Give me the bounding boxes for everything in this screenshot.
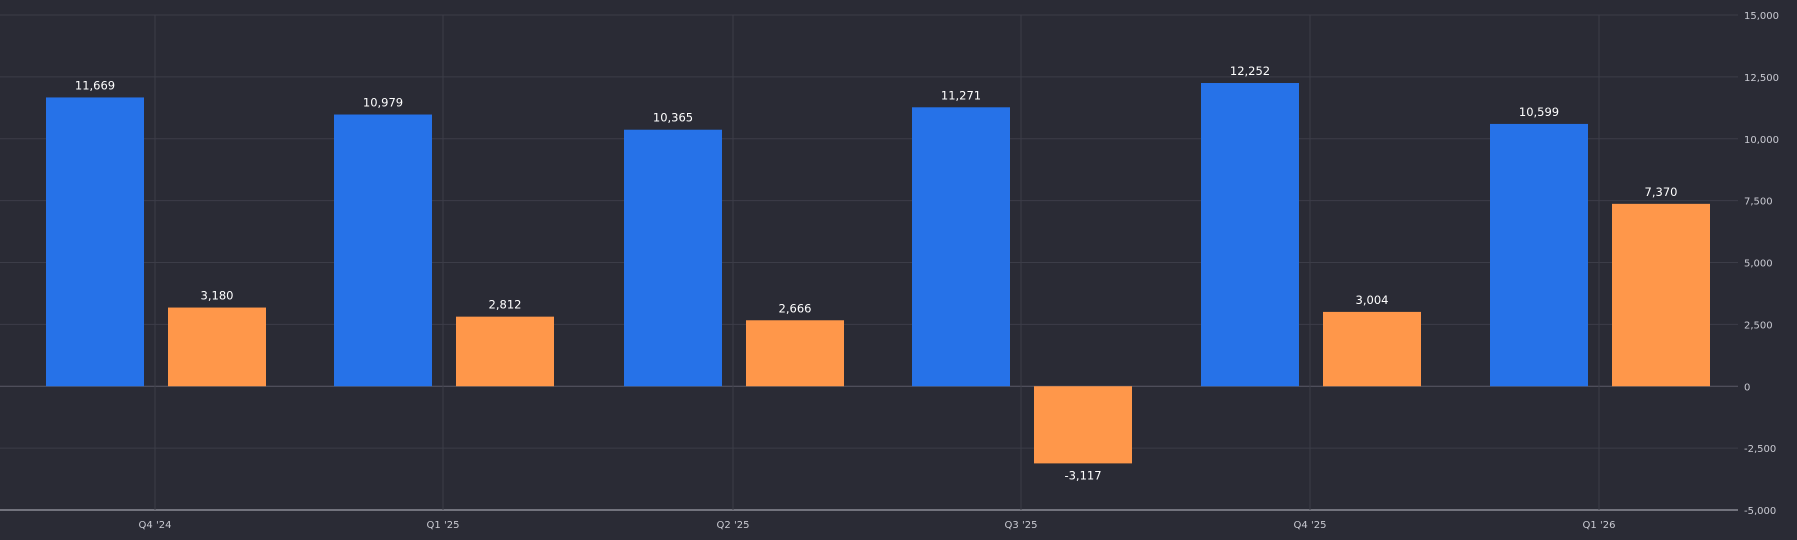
bar-series-2: [168, 307, 266, 387]
bar-series-2: [1612, 203, 1710, 387]
x-tick-label: Q2 '25: [717, 520, 750, 531]
bar-series-1: [334, 114, 432, 387]
data-label: 10,979: [363, 96, 403, 110]
bars: [46, 83, 1710, 464]
x-tick-label: Q1 '25: [427, 520, 460, 531]
data-label: 2,666: [779, 301, 812, 315]
data-label: 11,271: [941, 88, 981, 102]
data-label: 3,004: [1356, 293, 1389, 307]
y-tick-label: 15,000: [1744, 11, 1779, 22]
bar-series-1: [1201, 83, 1299, 387]
data-label: 2,812: [489, 298, 522, 312]
bar-series-2: [1323, 311, 1421, 387]
grid-lines: [0, 14, 1738, 511]
x-tick-label: Q4 '24: [139, 520, 172, 531]
data-label: 10,599: [1519, 105, 1559, 119]
y-tick-label: 10,000: [1744, 135, 1779, 146]
y-tick-label: 7,500: [1744, 197, 1773, 208]
data-label: 11,669: [75, 78, 115, 92]
bar-series-1: [912, 107, 1010, 387]
data-label: -3,117: [1064, 468, 1101, 482]
y-tick-label: -5,000: [1744, 506, 1776, 517]
y-tick-label: -2,500: [1744, 444, 1776, 455]
y-tick-label: 0: [1744, 382, 1750, 393]
y-tick-label: 5,000: [1744, 259, 1773, 270]
data-labels: 11,669 3,180 10,979 2,812 10,365 2,666 11,271 -…: [75, 64, 1678, 482]
data-label: 12,252: [1230, 64, 1270, 78]
x-tick-label: Q3 '25: [1005, 520, 1038, 531]
bar-series-1: [46, 97, 144, 387]
data-label: 7,370: [1645, 185, 1678, 199]
x-tick-label: Q1 '26: [1583, 520, 1616, 531]
bar-series-2: [456, 316, 554, 387]
axes: 15,000 12,500 10,000 7,500 5,000 2,500 0 -2,500…: [139, 11, 1779, 531]
bar-series-1: [624, 129, 722, 387]
bar-series-2: [746, 320, 844, 387]
y-tick-label: 2,500: [1744, 320, 1773, 331]
bar-series-1: [1490, 123, 1588, 387]
bar-series-2: [1034, 386, 1132, 464]
y-tick-label: 12,500: [1744, 73, 1779, 84]
x-tick-label: Q4 '25: [1294, 520, 1327, 531]
data-label: 3,180: [201, 289, 234, 303]
data-label: 10,365: [653, 111, 693, 125]
